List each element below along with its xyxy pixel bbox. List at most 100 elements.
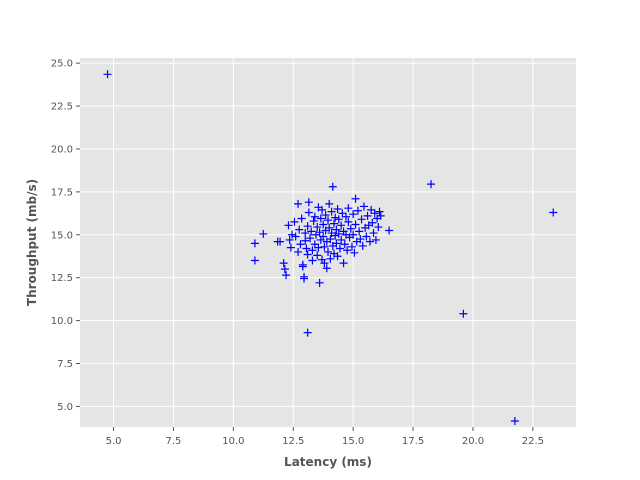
data-point-marker xyxy=(306,234,315,243)
data-point-marker xyxy=(331,231,340,240)
data-point-marker xyxy=(276,237,285,246)
data-point-marker xyxy=(365,237,374,246)
data-point-marker xyxy=(344,217,353,226)
data-point-marker xyxy=(334,229,343,238)
data-point-marker xyxy=(303,250,312,259)
data-point-marker xyxy=(343,246,352,255)
data-point-marker xyxy=(307,227,316,236)
data-point-marker xyxy=(376,211,385,220)
data-point-marker xyxy=(313,251,322,260)
data-point-marker xyxy=(295,225,304,234)
data-point-marker xyxy=(355,227,364,236)
data-point-marker xyxy=(340,240,349,249)
data-point-marker xyxy=(341,212,350,221)
data-point-marker xyxy=(294,199,303,208)
data-point-marker xyxy=(371,235,380,244)
data-point-marker xyxy=(326,254,335,263)
data-point-marker xyxy=(296,240,305,249)
data-point-marker xyxy=(304,208,313,217)
data-point-marker xyxy=(344,204,353,213)
x-tick-label: 15.0 xyxy=(342,436,364,447)
data-point-marker xyxy=(324,247,332,256)
data-point-marker xyxy=(324,216,332,225)
data-point-marker xyxy=(375,207,384,216)
data-points xyxy=(103,70,558,425)
data-point-marker xyxy=(303,328,312,337)
data-point-marker xyxy=(510,416,519,425)
x-axis-ticks: 5.0 7.5 10.0 12.5 15.0 17.5 20.0 22.5 xyxy=(106,427,544,447)
data-point-marker xyxy=(351,220,360,229)
data-point-marker xyxy=(362,232,371,241)
data-point-marker xyxy=(358,241,367,250)
data-point-marker xyxy=(326,235,335,244)
data-point-marker xyxy=(320,242,329,251)
y-tick-label: 22.5 xyxy=(51,102,73,113)
y-tick-label: 5.0 xyxy=(57,402,73,413)
data-point-marker xyxy=(363,211,372,220)
data-point-marker xyxy=(284,221,293,230)
data-point-marker xyxy=(549,208,558,217)
data-point-marker xyxy=(319,232,328,241)
y-tick-label: 7.5 xyxy=(57,359,73,370)
data-point-marker xyxy=(349,230,358,239)
x-axis-label: Latency (ms) xyxy=(284,455,372,469)
data-point-marker xyxy=(321,211,330,220)
data-point-marker xyxy=(294,247,303,256)
data-point-marker xyxy=(291,232,300,241)
data-point-marker xyxy=(286,243,295,252)
data-point-marker xyxy=(325,223,334,232)
data-point-marker xyxy=(333,205,342,214)
data-point-marker xyxy=(353,206,362,215)
data-point-marker xyxy=(332,225,341,234)
data-point-marker xyxy=(337,221,346,230)
data-point-marker xyxy=(374,223,383,232)
data-point-marker xyxy=(335,244,344,253)
data-point-marker xyxy=(459,309,468,318)
data-point-marker xyxy=(385,226,394,235)
data-point-marker xyxy=(427,180,436,189)
y-tick-label: 25.0 xyxy=(51,59,73,70)
data-point-marker xyxy=(320,259,329,268)
data-point-marker xyxy=(367,205,376,214)
data-point-marker xyxy=(322,264,331,273)
data-point-marker xyxy=(308,246,317,255)
y-axis-ticks: 5.0 7.5 10.0 12.5 15.0 17.5 20.0 22.5 25.0 xyxy=(51,59,80,413)
data-point-marker xyxy=(319,220,328,229)
y-tick-label: 10.0 xyxy=(51,316,73,327)
y-tick-label: 15.0 xyxy=(51,230,73,241)
data-point-marker xyxy=(313,223,322,232)
data-point-marker xyxy=(350,248,359,257)
data-point-marker xyxy=(318,205,327,214)
data-point-marker xyxy=(369,229,378,238)
data-point-marker xyxy=(288,230,297,239)
data-point-marker xyxy=(329,219,338,228)
y-axis-label: Throughput (mb/s) xyxy=(25,179,39,306)
data-point-marker xyxy=(297,214,306,223)
x-tick-label: 5.0 xyxy=(106,436,122,447)
data-point-marker xyxy=(250,239,259,248)
plot-area xyxy=(80,58,576,427)
data-point-marker xyxy=(303,222,312,231)
data-point-marker xyxy=(300,274,309,283)
data-point-marker xyxy=(334,215,343,224)
data-point-marker xyxy=(339,259,348,268)
x-tick-label: 17.5 xyxy=(402,436,424,447)
data-point-marker xyxy=(298,260,307,269)
data-point-marker xyxy=(368,218,377,227)
data-point-marker xyxy=(325,199,334,208)
data-point-marker xyxy=(259,229,268,238)
data-point-marker xyxy=(332,239,341,248)
data-point-marker xyxy=(301,236,310,245)
data-point-marker xyxy=(349,210,358,219)
data-point-marker xyxy=(351,194,360,203)
data-point-marker xyxy=(290,217,299,226)
data-point-marker xyxy=(301,229,310,238)
x-tick-label: 10.0 xyxy=(222,436,244,447)
data-point-marker xyxy=(328,182,337,191)
data-point-marker xyxy=(315,278,324,287)
data-point-marker xyxy=(359,202,368,211)
data-point-marker xyxy=(279,259,288,268)
x-tick-label: 22.5 xyxy=(522,436,544,447)
data-point-marker xyxy=(370,209,379,218)
data-point-marker xyxy=(310,212,319,221)
